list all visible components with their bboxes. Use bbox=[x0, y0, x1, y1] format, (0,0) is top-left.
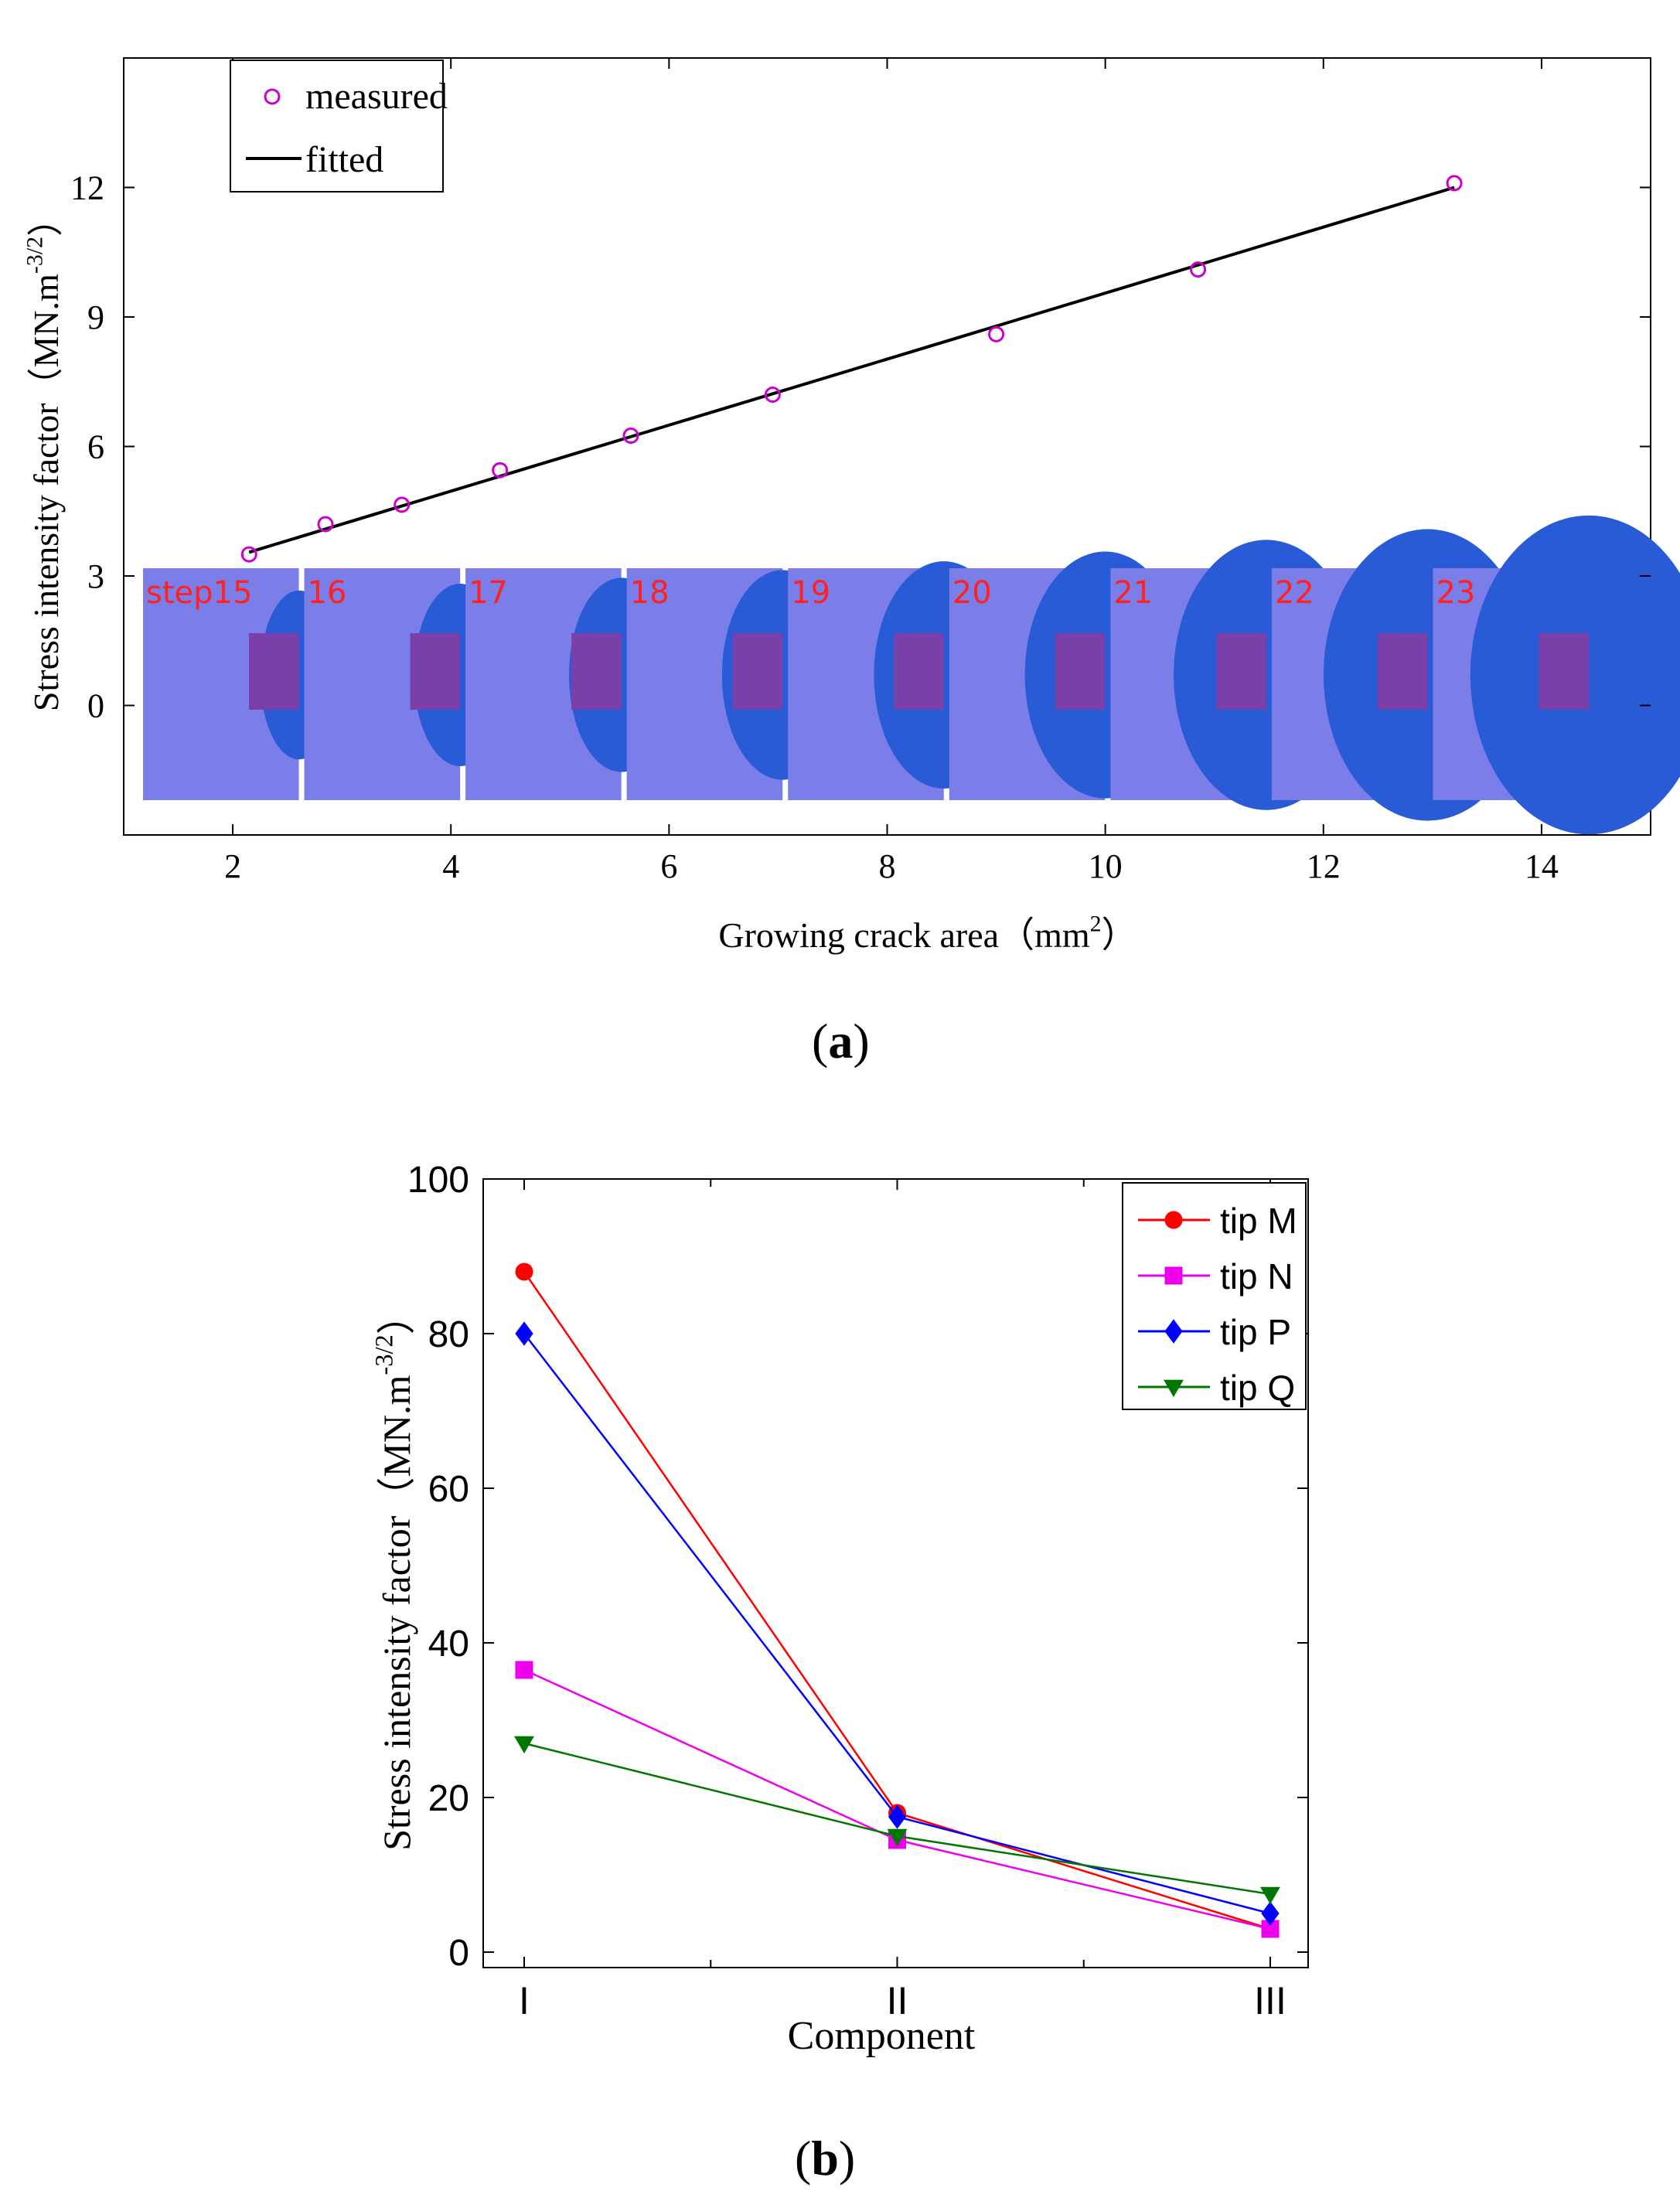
measured-point bbox=[240, 546, 257, 563]
legend-marker bbox=[1164, 1379, 1184, 1398]
y-tick-label-b: 40 bbox=[428, 1624, 469, 1665]
measured-point bbox=[622, 428, 639, 445]
y-tick-label-a: 6 bbox=[87, 428, 104, 466]
y-axis-label-a: Stress intensity factor（MN.m-3/2） bbox=[22, 201, 66, 711]
legend-measured-marker bbox=[264, 88, 281, 105]
measured-point bbox=[317, 516, 334, 533]
x-axis-label-b: Component bbox=[788, 2014, 976, 2058]
crack-step-label: 21 bbox=[1113, 575, 1153, 611]
data-point bbox=[515, 1661, 533, 1679]
crack-core bbox=[1055, 633, 1106, 710]
data-point bbox=[888, 1804, 907, 1829]
x-tick-label-a: 10 bbox=[1089, 847, 1123, 885]
y-tick-label-b: 100 bbox=[407, 1160, 469, 1201]
fitted-line bbox=[248, 186, 1455, 554]
crack-step-label: 16 bbox=[308, 575, 347, 611]
crack-core bbox=[1377, 633, 1428, 710]
crack-core bbox=[410, 633, 461, 710]
crack-step-label: 17 bbox=[469, 575, 508, 611]
legend-a-box bbox=[230, 60, 444, 193]
legend-label: tip M bbox=[1220, 1201, 1297, 1241]
data-point bbox=[514, 1736, 534, 1754]
legend-marker bbox=[1164, 1211, 1183, 1229]
data-point bbox=[515, 1262, 533, 1281]
x-tick-label-a: 8 bbox=[879, 847, 896, 885]
y-tick-label-b: 80 bbox=[428, 1314, 469, 1355]
crack-step-label: 18 bbox=[630, 575, 670, 611]
x-tick-label-a: 12 bbox=[1307, 847, 1341, 885]
data-point bbox=[887, 1828, 908, 1847]
measured-point bbox=[1190, 261, 1207, 278]
legend-label: tip N bbox=[1220, 1256, 1293, 1297]
legend-measured-label: measured bbox=[305, 76, 448, 117]
measured-point bbox=[988, 325, 1005, 342]
y-tick-label-b: 0 bbox=[448, 1933, 469, 1974]
y-tick-label-a: 12 bbox=[70, 169, 104, 207]
panel-a-label: (a) bbox=[812, 1014, 870, 1068]
legend-label: tip P bbox=[1220, 1312, 1291, 1352]
crack-core bbox=[571, 633, 622, 710]
y-tick-label-a: 3 bbox=[87, 557, 104, 595]
crack-frame: 23 bbox=[1433, 515, 1680, 835]
x-category-label: III bbox=[1254, 1979, 1286, 2022]
crack-core bbox=[1216, 633, 1266, 710]
legend-label: tip Q bbox=[1220, 1368, 1295, 1408]
x-category-label: II bbox=[887, 1979, 908, 2022]
chart-a: step15 16 17 18 19 20 21 22 232 4 6 8 10 12 14036912me… bbox=[22, 57, 1680, 955]
crack-frame: 16 bbox=[304, 568, 506, 800]
series-tip-q bbox=[514, 1736, 1280, 1905]
series-tip-p bbox=[515, 1321, 1280, 1926]
legend-a: measured fitted bbox=[230, 60, 448, 193]
x-tick-label-a: 6 bbox=[660, 847, 677, 885]
legend-marker bbox=[1164, 1266, 1183, 1285]
y-tick-label-a: 9 bbox=[87, 298, 104, 336]
crack-frame: step15 bbox=[143, 568, 338, 800]
y-tick-label-b: 20 bbox=[428, 1778, 469, 1819]
crack-core bbox=[894, 633, 944, 710]
legend-b: tip M tip N tip P tip Q bbox=[1122, 1182, 1307, 1410]
panel-b-label: (b) bbox=[795, 2131, 856, 2186]
crack-core bbox=[1539, 633, 1589, 710]
x-tick-label-a: 14 bbox=[1525, 847, 1559, 885]
legend-marker bbox=[1164, 1319, 1183, 1344]
data-point bbox=[515, 1321, 533, 1346]
x-category-label: I bbox=[519, 1979, 530, 2022]
legend-fitted-label: fitted bbox=[305, 139, 383, 180]
crack-step-label: 23 bbox=[1436, 575, 1475, 611]
y-tick-label-b: 60 bbox=[428, 1469, 469, 1510]
crack-step-label: step15 bbox=[146, 575, 252, 611]
crack-inset-strip: step15 16 17 18 19 20 21 22 23 bbox=[143, 515, 1680, 835]
crack-step-label: 22 bbox=[1275, 575, 1314, 611]
measured-point bbox=[1446, 175, 1463, 192]
x-axis-label-a: Growing crack area（mm2） bbox=[718, 911, 1136, 955]
data-point bbox=[1261, 1901, 1280, 1926]
y-axis-label-b: Stress intensity factor（MN.m-3/2） bbox=[371, 1296, 419, 1851]
crack-core bbox=[249, 633, 299, 710]
measured-point bbox=[764, 387, 781, 403]
y-tick-label-a: 0 bbox=[87, 687, 104, 725]
crack-core bbox=[732, 633, 783, 710]
crack-step-label: 20 bbox=[952, 575, 992, 611]
x-tick-label-a: 2 bbox=[224, 847, 241, 885]
crack-step-label: 19 bbox=[791, 575, 830, 611]
data-point bbox=[1260, 1886, 1280, 1905]
crack-frame: 20 bbox=[949, 551, 1186, 800]
x-tick-label-a: 4 bbox=[442, 847, 459, 885]
measured-point bbox=[492, 462, 509, 479]
measured-point bbox=[394, 496, 411, 513]
